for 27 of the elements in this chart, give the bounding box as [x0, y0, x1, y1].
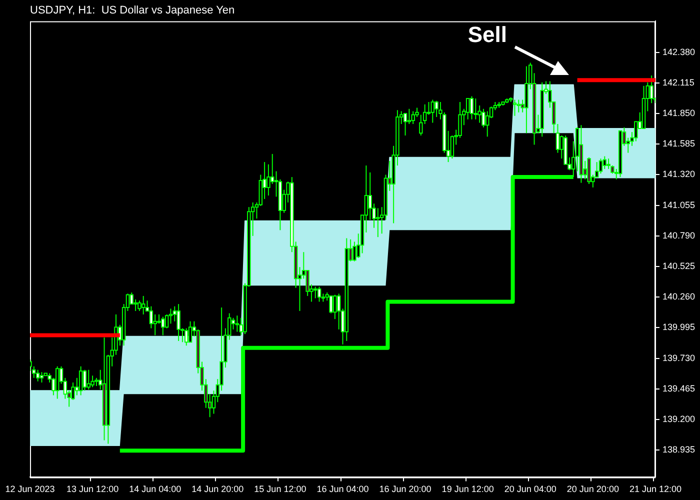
annotation: Sell	[468, 22, 507, 48]
x-tick-label: 16 Jun 04:00	[316, 484, 369, 494]
y-tick-label: 140.260	[662, 292, 696, 302]
y-tick-label: 142.380	[662, 46, 696, 57]
y-tick-label: 138.935	[662, 444, 696, 455]
y-tick-label: 140.790	[662, 230, 696, 240]
y-tick-label: 139.465	[662, 383, 696, 394]
x-tick-label: 20 Jun 04:00	[504, 484, 556, 494]
chart-title: USDJPY, H1: US Dollar vs Japanese Yen	[30, 4, 235, 17]
y-tick-label: 141.850	[662, 108, 696, 118]
x-tick-label: 13 Jun 12:00	[66, 484, 119, 494]
y-tick-label: 141.585	[662, 138, 696, 149]
x-tick-label: 12 Jun 2023	[5, 484, 55, 494]
x-tick-label: 14 Jun 04:00	[129, 484, 182, 494]
x-tick-label: 20 Jun 20:00	[566, 484, 619, 494]
x-tick-label: 21 Jun 12:00	[629, 484, 682, 494]
y-tick-label: 140.525	[662, 261, 696, 271]
y-tick-label: 139.995	[662, 322, 696, 332]
y-tick-label: 142.115	[662, 77, 694, 88]
x-tick-label: 19 Jun 12:00	[442, 484, 494, 494]
x-tick-label: 14 Jun 20:00	[192, 484, 244, 494]
y-tick-label: 141.055	[662, 200, 696, 210]
x-tick-label: 15 Jun 12:00	[254, 484, 306, 494]
y-tick-label: 139.200	[662, 414, 696, 424]
y-tick-label: 141.320	[662, 169, 696, 180]
x-tick-label: 16 Jun 20:00	[379, 484, 432, 494]
y-tick-label: 139.730	[662, 352, 696, 363]
